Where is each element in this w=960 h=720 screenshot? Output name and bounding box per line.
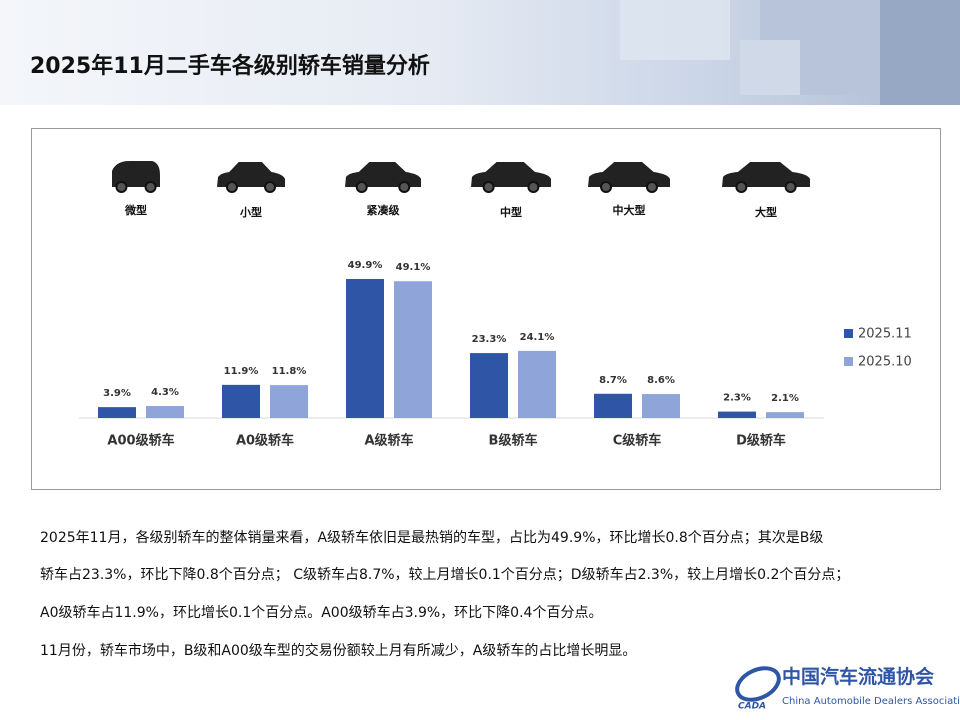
car-label: 中型 <box>500 205 522 219</box>
car-wheel <box>398 181 411 193</box>
bar <box>642 394 680 418</box>
car-label: 微型 <box>124 203 147 217</box>
value-label: 49.9% <box>348 260 383 271</box>
logo-abbr: CADA <box>738 702 766 712</box>
car-label: 紧凑级 <box>367 203 401 217</box>
legend-swatch <box>844 329 853 338</box>
value-label: 8.7% <box>599 375 627 386</box>
legend-label: 2025.11 <box>858 327 912 342</box>
value-label: 8.6% <box>647 375 675 386</box>
value-label: 23.3% <box>472 334 507 345</box>
car-wheel <box>600 181 613 193</box>
x-tick-label: D级轿车 <box>736 433 786 449</box>
legend-label: 2025.10 <box>858 355 912 370</box>
text-line: A0级轿车占11.9%，环比增长0.1个百分点。A00级轿车占3.9%，环比下降… <box>40 605 603 621</box>
bar <box>394 281 432 418</box>
car-icon <box>217 162 285 193</box>
bar <box>718 411 756 418</box>
value-label: 2.1% <box>771 393 799 404</box>
car-wheel <box>115 181 128 193</box>
chart: 微型 小型 紧凑级 中型 中大型 大型 3.9% 4.3% A00级轿车 11.9% 11.8% A0… <box>79 161 912 449</box>
bar <box>98 407 136 418</box>
car-wheel <box>144 181 157 193</box>
value-label: 3.9% <box>103 388 131 399</box>
text-line: 轿车占23.3%，环比下降0.8个百分点； C级轿车占8.7%，较上月增长0.1… <box>40 567 850 583</box>
car-wheel <box>527 181 540 193</box>
car-icon <box>345 162 421 193</box>
car-body <box>471 162 551 187</box>
car-wheel <box>264 181 277 193</box>
bar <box>146 406 184 418</box>
bar <box>470 353 508 418</box>
car-wheel <box>225 181 238 193</box>
legend-swatch <box>844 357 853 366</box>
car-icon <box>588 162 670 193</box>
car-wheel <box>784 181 797 193</box>
text-line: 11月份，轿车市场中，B级和A00级车型的交易份额较上月有所减少，A级轿车的占比… <box>40 643 637 659</box>
x-tick-label: A00级轿车 <box>107 433 174 449</box>
x-tick-label: B级轿车 <box>489 433 538 449</box>
text-line: 2025年11月，各级别轿车的整体销量来看，A级轿车依旧是最热销的车型，占比为4… <box>40 530 824 546</box>
car-wheel <box>735 181 748 193</box>
value-label: 11.8% <box>272 366 307 377</box>
header: 2025年11月二手车各级别轿车销量分析 <box>0 0 960 105</box>
car-body <box>217 162 285 187</box>
car-body <box>588 162 670 187</box>
car-body <box>112 161 160 187</box>
car-wheel <box>355 181 368 193</box>
bar <box>594 393 632 418</box>
car-body <box>722 162 810 187</box>
car-icon <box>722 162 810 193</box>
bar <box>766 412 804 418</box>
bar <box>222 384 260 418</box>
bar <box>518 350 556 418</box>
car-icon <box>471 162 551 193</box>
car-wheel <box>645 181 658 193</box>
car-label: 中大型 <box>613 203 646 217</box>
bar <box>346 279 384 418</box>
value-label: 11.9% <box>224 366 259 377</box>
car-label: 小型 <box>239 205 262 219</box>
value-label: 4.3% <box>151 387 179 398</box>
chart-panel: 微型 小型 紧凑级 中型 中大型 大型 3.9% 4.3% A00级轿车 11.9% 11.8% A0… <box>31 128 941 490</box>
logo: CADA 中国汽车流通协会 China Automobile Dealers A… <box>735 665 960 712</box>
car-label: 大型 <box>755 205 777 219</box>
car-body <box>345 162 421 187</box>
x-tick-label: A级轿车 <box>364 433 413 449</box>
header-decor <box>620 0 960 105</box>
value-label: 2.3% <box>723 393 751 404</box>
logo-english: China Automobile Dealers Association <box>782 696 960 707</box>
value-label: 24.1% <box>520 332 555 343</box>
page-title: 2025年11月二手车各级别轿车销量分析 <box>30 54 430 79</box>
x-tick-label: C级轿车 <box>613 433 662 449</box>
value-label: 49.1% <box>396 262 431 273</box>
car-wheel <box>482 181 495 193</box>
bar <box>270 385 308 418</box>
x-tick-label: A0级轿车 <box>236 433 294 449</box>
logo-name: 中国汽车流通协会 <box>782 665 934 688</box>
car-icon <box>112 161 160 193</box>
